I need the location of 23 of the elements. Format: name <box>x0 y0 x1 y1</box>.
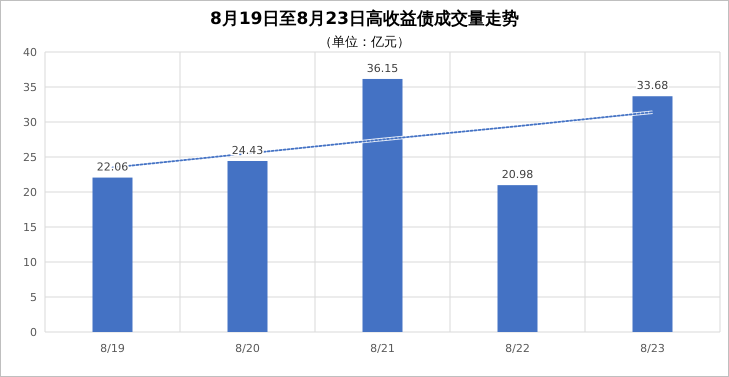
y-tick-label: 10 <box>23 256 37 269</box>
bar <box>92 178 132 332</box>
y-tick-label: 20 <box>23 186 37 199</box>
y-tick-label: 25 <box>23 151 37 164</box>
bar <box>228 160 268 332</box>
bar <box>498 185 538 332</box>
x-tick-label: 8/19 <box>100 342 125 355</box>
y-tick-label: 5 <box>30 291 37 304</box>
x-tick-label: 8/21 <box>370 342 395 355</box>
chart-title: 8月19日至8月23日高收益债成交量走势 <box>210 9 519 29</box>
y-tick-label: 40 <box>23 46 37 59</box>
text: 33.68 <box>636 79 668 92</box>
y-tick-label: 35 <box>23 81 37 94</box>
text: 20.98 <box>502 168 534 182</box>
y-tick-label: 0 <box>30 326 37 339</box>
text: 36.15 <box>366 62 398 75</box>
x-tick-label: 8/23 <box>640 342 665 355</box>
y-tick-label: 15 <box>23 221 37 234</box>
text: 22.06 <box>96 160 128 174</box>
x-tick-label: 8/20 <box>235 342 260 355</box>
chart-subtitle: （单位：亿元） <box>319 35 410 50</box>
y-tick-label: 30 <box>23 116 37 129</box>
x-tick-label: 8/22 <box>505 342 530 355</box>
